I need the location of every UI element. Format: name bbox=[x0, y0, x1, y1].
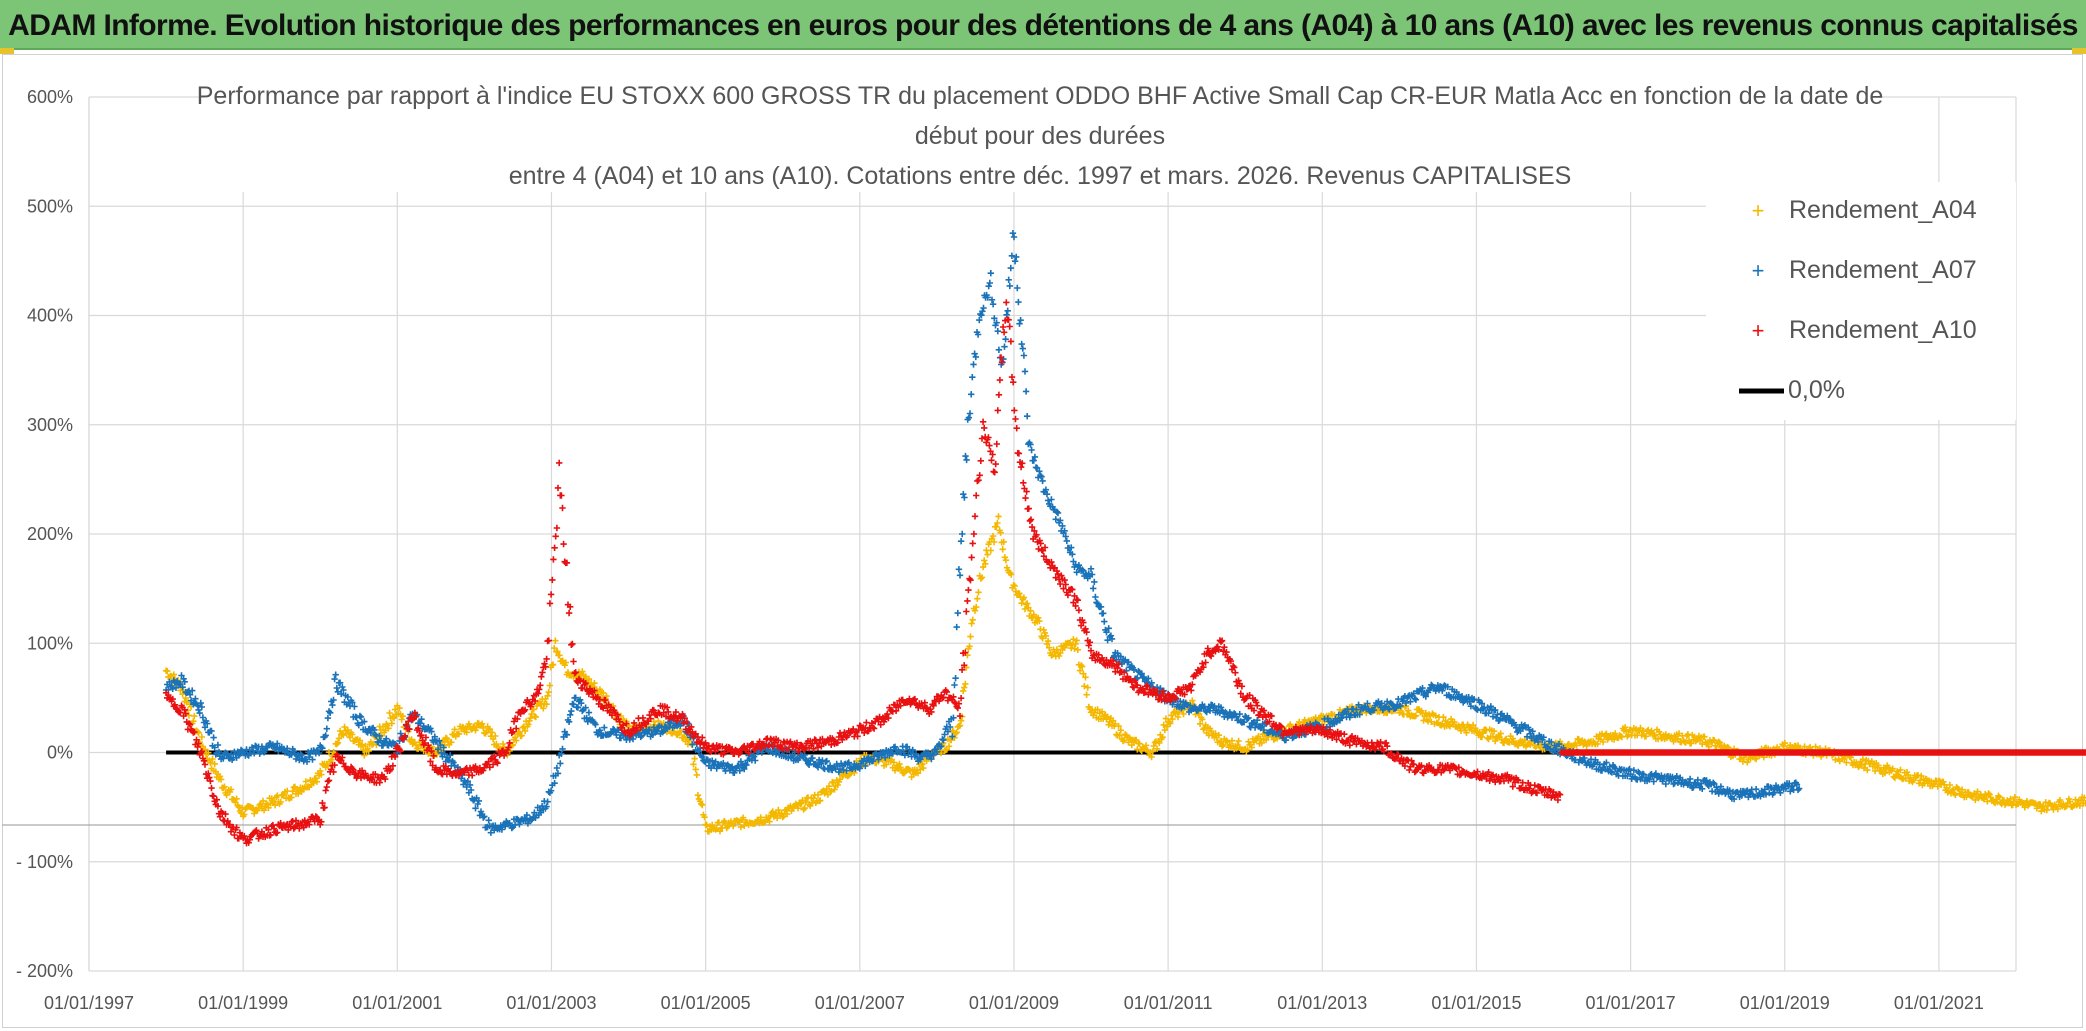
legend-background bbox=[1706, 182, 2016, 420]
legend-label-zero: 0,0% bbox=[1788, 376, 1845, 404]
report-title: ADAM Informe. Evolution historique des p… bbox=[8, 9, 2078, 42]
y-tick-label: - 200% bbox=[16, 961, 73, 981]
series-group bbox=[162, 230, 2086, 847]
banner-corner-right bbox=[2072, 48, 2086, 54]
x-tick-label: 01/01/2001 bbox=[352, 993, 442, 1013]
chart-legend: + Rendement_A04 + Rendement_A07 + Rendem… bbox=[1706, 182, 2016, 420]
series-Rendement_A07 bbox=[162, 230, 1803, 836]
y-tick-label: 400% bbox=[27, 306, 73, 326]
title-background bbox=[205, 78, 1875, 192]
x-tick-label: 01/01/2015 bbox=[1431, 993, 1521, 1013]
x-tick-label: 01/01/2011 bbox=[1124, 993, 1213, 1013]
x-tick-label: 01/01/2007 bbox=[815, 993, 905, 1013]
chart-title-block: Performance par rapport à l'indice EU ST… bbox=[197, 78, 1884, 192]
series-markers-Rendement_A10_flat bbox=[1558, 749, 2086, 756]
x-tick-label: 01/01/2021 bbox=[1894, 993, 1984, 1013]
legend-label-a07: Rendement_A07 bbox=[1789, 256, 1977, 284]
y-tick-label: 0% bbox=[47, 743, 73, 763]
banner-corner-left bbox=[0, 48, 14, 54]
x-tick-label: 01/01/2009 bbox=[969, 993, 1059, 1013]
y-tick-label: 200% bbox=[27, 524, 73, 544]
y-tick-label: - 100% bbox=[16, 852, 73, 872]
x-tick-label: 01/01/1997 bbox=[44, 993, 134, 1013]
header-banner bbox=[0, 0, 2086, 50]
chart-title-line-3: entre 4 (A04) et 10 ans (A10). Cotations… bbox=[509, 162, 1572, 190]
y-tick-label: 500% bbox=[27, 196, 73, 216]
legend-label-a04: Rendement_A04 bbox=[1789, 196, 1977, 224]
x-tick-label: 01/01/2003 bbox=[506, 993, 596, 1013]
chart-title-line-2: début pour des durées bbox=[915, 122, 1165, 150]
y-tick-label: 600% bbox=[27, 87, 73, 107]
y-tick-label: 300% bbox=[27, 415, 73, 435]
y-axis-ticks: 600% 500% 400% 300% 200% 100% 0% - 100% - 200% bbox=[16, 87, 73, 981]
legend-marker-a07: + bbox=[1752, 258, 1765, 283]
series-markers-Rendement_A07 bbox=[162, 230, 1803, 836]
chart-title-line-1: Performance par rapport à l'indice EU ST… bbox=[197, 82, 1884, 110]
x-tick-label: 01/01/2005 bbox=[661, 993, 751, 1013]
legend-marker-a10: + bbox=[1752, 318, 1765, 343]
x-tick-label: 01/01/2013 bbox=[1277, 993, 1367, 1013]
x-tick-label: 01/01/1999 bbox=[198, 993, 288, 1013]
series-markers-Rendement_A10 bbox=[162, 299, 1564, 847]
y-tick-label: 100% bbox=[27, 633, 73, 653]
legend-label-a10: Rendement_A10 bbox=[1789, 316, 1977, 344]
chart-frame bbox=[2, 54, 2083, 1028]
chart-grid bbox=[2, 96, 2017, 972]
legend-marker-a04: + bbox=[1752, 198, 1765, 223]
x-axis-ticks: 01/01/1997 01/01/1999 01/01/2001 01/01/2003… bbox=[44, 993, 1984, 1013]
x-tick-label: 01/01/2017 bbox=[1586, 993, 1676, 1013]
x-tick-label: 01/01/2019 bbox=[1740, 993, 1830, 1013]
series-Rendement_A10_flat bbox=[1558, 749, 2086, 756]
series-Rendement_A10 bbox=[162, 299, 1564, 847]
